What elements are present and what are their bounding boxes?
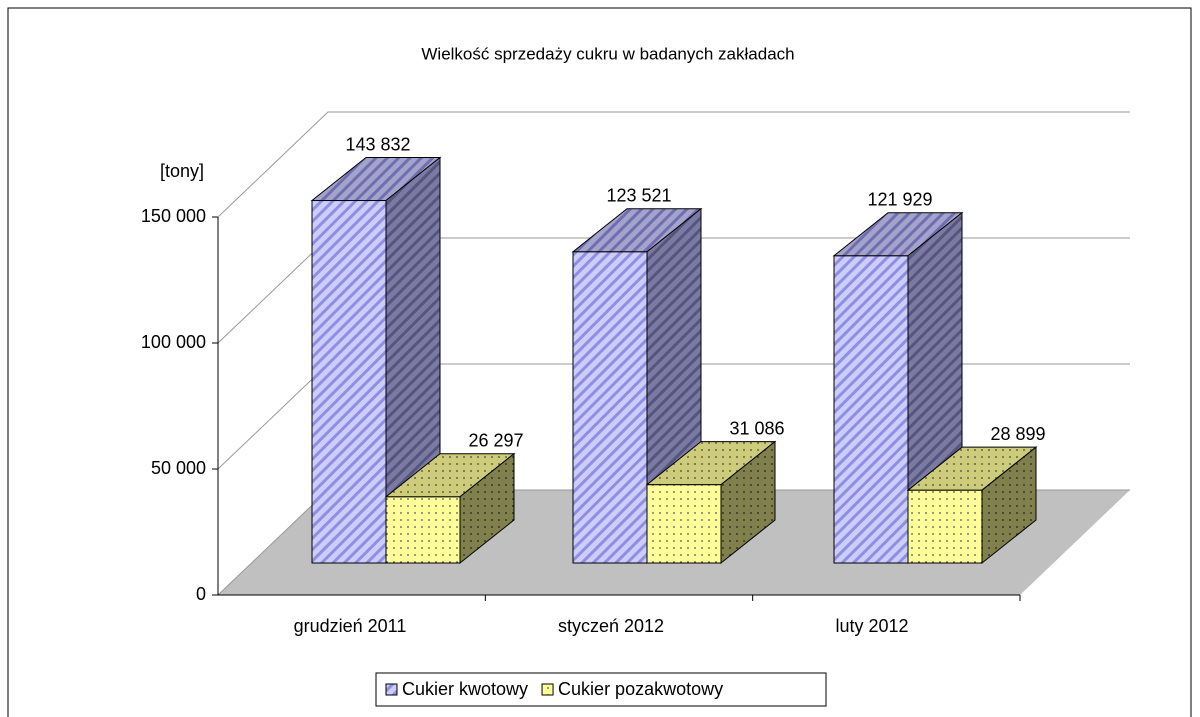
bar-front xyxy=(385,496,461,564)
data-label: 121 929 xyxy=(867,189,932,209)
data-label: 123 521 xyxy=(606,185,671,205)
y-axis-label: [tony] xyxy=(160,161,204,181)
legend-swatch xyxy=(541,683,554,696)
bar-front xyxy=(311,200,387,564)
legend-box xyxy=(375,672,827,707)
bar-front xyxy=(572,251,648,564)
legend-label: Cukier pozakwotowy xyxy=(558,679,723,699)
data-label: 143 832 xyxy=(345,134,410,154)
legend-label: Cukier kwotowy xyxy=(402,679,528,699)
x-tick-label: styczeń 2012 xyxy=(558,616,664,636)
plot-area: 0 50 000 100 000 150 000 grudzień 2011 143 83… xyxy=(141,111,1130,636)
bar-side xyxy=(459,452,515,565)
chart-title: Wielkość sprzedaży cukru w badanych zakł… xyxy=(421,44,794,63)
bar-front xyxy=(833,255,909,564)
grid-line xyxy=(217,111,1130,218)
x-tick-label: luty 2012 xyxy=(835,616,908,636)
bar-front xyxy=(907,489,983,564)
y-tick-label: 150 000 xyxy=(141,206,206,226)
bar-side xyxy=(720,440,776,565)
data-label: 31 086 xyxy=(729,418,784,438)
bar-front xyxy=(646,484,722,564)
y-tick-label: 50 000 xyxy=(151,458,206,478)
y-tick-label: 0 xyxy=(196,584,206,604)
data-label: 26 297 xyxy=(468,430,523,450)
data-label: 28 899 xyxy=(990,424,1045,444)
y-tick-label: 100 000 xyxy=(141,332,206,352)
bar-side xyxy=(981,446,1037,565)
legend: Cukier kwotowy Cukier pozakwotowy xyxy=(375,672,827,707)
legend-swatch xyxy=(385,683,398,696)
x-tick-label: grudzień 2011 xyxy=(294,616,407,636)
